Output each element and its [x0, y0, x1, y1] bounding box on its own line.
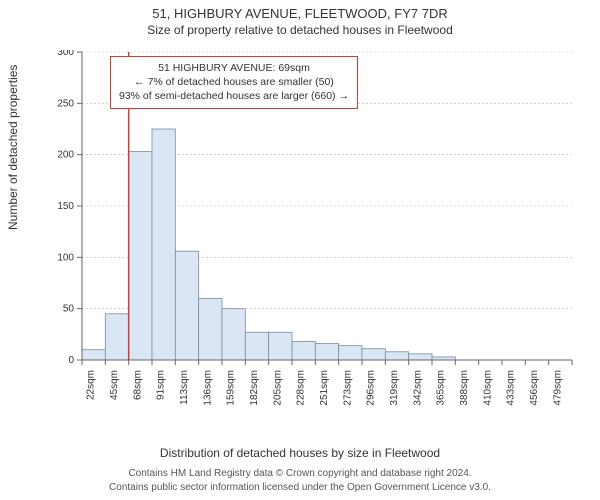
svg-text:433sqm: 433sqm	[506, 370, 517, 406]
svg-text:300: 300	[57, 50, 74, 58]
page-title: 51, HIGHBURY AVENUE, FLEETWOOD, FY7 7DR	[0, 0, 600, 21]
infobox-line-1: 51 HIGHBURY AVENUE: 69sqm	[119, 61, 349, 75]
svg-text:68sqm: 68sqm	[132, 370, 143, 400]
svg-text:365sqm: 365sqm	[436, 370, 447, 406]
svg-text:22sqm: 22sqm	[86, 370, 97, 400]
chart-area: 0 50 100 150 200 250 300 22sqm 45sqm 68sqm 91sqm 11…	[50, 50, 580, 420]
svg-text:159sqm: 159sqm	[226, 370, 237, 406]
svg-text:50: 50	[63, 304, 75, 315]
footer-text: Contains HM Land Registry data © Crown c…	[0, 467, 600, 494]
svg-text:250: 250	[57, 98, 74, 109]
svg-text:0: 0	[68, 355, 74, 366]
footer-line-2: Contains public sector information licen…	[0, 481, 600, 495]
svg-text:113sqm: 113sqm	[179, 370, 190, 405]
svg-text:456sqm: 456sqm	[529, 370, 540, 406]
svg-text:251sqm: 251sqm	[319, 370, 330, 406]
x-axis-label: Distribution of detached houses by size …	[0, 446, 600, 460]
svg-text:388sqm: 388sqm	[459, 370, 470, 406]
infobox-line-3: 93% of semi-detached houses are larger (…	[119, 89, 349, 103]
svg-text:100: 100	[57, 252, 74, 263]
svg-text:136sqm: 136sqm	[202, 370, 213, 406]
svg-text:410sqm: 410sqm	[482, 370, 493, 406]
svg-text:342sqm: 342sqm	[412, 370, 423, 406]
svg-text:205sqm: 205sqm	[272, 370, 283, 406]
svg-text:296sqm: 296sqm	[366, 370, 377, 406]
svg-text:150: 150	[57, 201, 74, 212]
svg-text:228sqm: 228sqm	[296, 370, 307, 406]
svg-text:479sqm: 479sqm	[552, 370, 563, 406]
svg-text:319sqm: 319sqm	[389, 370, 400, 406]
footer-line-1: Contains HM Land Registry data © Crown c…	[0, 467, 600, 481]
svg-text:91sqm: 91sqm	[156, 370, 167, 400]
svg-text:45sqm: 45sqm	[109, 370, 120, 400]
svg-text:200: 200	[57, 150, 74, 161]
svg-text:273sqm: 273sqm	[342, 370, 353, 406]
info-box: 51 HIGHBURY AVENUE: 69sqm ← 7% of detach…	[110, 56, 358, 109]
svg-text:182sqm: 182sqm	[249, 370, 260, 406]
y-axis-label: Number of detached properties	[6, 65, 20, 230]
page-subtitle: Size of property relative to detached ho…	[0, 21, 600, 37]
infobox-line-2: ← 7% of detached houses are smaller (50)	[119, 75, 349, 89]
